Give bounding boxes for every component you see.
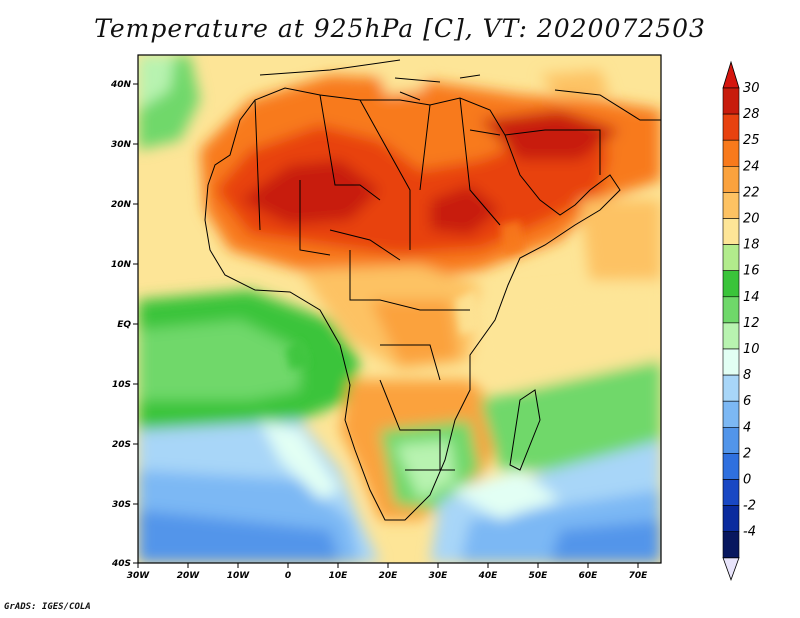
lat-label: 20S: [112, 440, 131, 450]
lon-label: 10W: [227, 571, 251, 581]
coastlines: [204, 59, 661, 521]
colorbar-label: 4: [743, 420, 751, 435]
plot-frame: [137, 54, 662, 564]
lon-label: 10E: [329, 571, 349, 581]
colorbar-label: 10: [743, 342, 760, 357]
colorbar-segment: [722, 374, 740, 402]
latitude-axis: 40N 30N 20N 10N EQ 10S 20S 30S 40S: [110, 80, 138, 569]
colorbar-segment: [722, 244, 740, 272]
colorbar-label: 28: [743, 107, 760, 122]
colorbar-segment: [722, 139, 740, 167]
colorbar-label: -2: [743, 499, 756, 514]
lon-label: 20E: [379, 571, 399, 581]
colorbar-segment: [722, 505, 740, 533]
colorbar-top-arrow: [722, 60, 740, 89]
colorbar-segment: [722, 113, 740, 141]
longitude-axis: 30W 20W 10W 0 10E 20E 30E 40E 50E 60E 70E: [127, 563, 648, 581]
colorbar-segment: [722, 218, 740, 245]
colorbar-label: 22: [743, 185, 760, 200]
colorbar-label: 0: [743, 473, 751, 488]
colorbar-label: 2: [743, 446, 751, 461]
lon-label: 30W: [127, 571, 151, 581]
colorbar-label: 18: [743, 238, 760, 253]
lon-label: 30E: [429, 571, 449, 581]
colorbar-segment: [722, 400, 740, 428]
colorbar-label: -4: [743, 525, 756, 540]
colorbar-segment: [722, 479, 740, 506]
colorbar-label: 20: [743, 212, 760, 227]
colorbar-segment: [722, 270, 740, 298]
lon-label: 0: [285, 571, 291, 581]
colorbar-label: 25: [743, 133, 760, 148]
lat-label: 10S: [112, 380, 131, 390]
colorbar-label: 14: [743, 290, 760, 305]
colorbar-bottom-arrow: [722, 557, 740, 581]
colorbar-segment: [722, 87, 740, 115]
colorbar-segment: [722, 296, 740, 324]
lat-label: 40S: [111, 559, 131, 569]
lat-label: 30N: [111, 140, 132, 150]
colorbar-label: 6: [743, 394, 751, 409]
lat-label: EQ: [117, 320, 131, 330]
lon-label: 20W: [177, 571, 201, 581]
colorbar-segment: [722, 531, 740, 559]
colorbar-segment: [722, 426, 740, 454]
colorbar-label: 24: [743, 159, 760, 174]
colorbar-segment: [722, 166, 740, 193]
lat-label: 30S: [112, 500, 131, 510]
map-title: Temperature at 925hPa [C], VT: 202007250…: [94, 14, 706, 43]
colorbar-label: 12: [743, 316, 760, 331]
lon-label: 40E: [478, 571, 499, 581]
colorbar-segment: [722, 322, 740, 350]
lon-label: 50E: [529, 571, 549, 581]
lon-label: 70E: [629, 571, 649, 581]
colorbar-label: 30: [743, 81, 760, 96]
colorbar-label: 16: [743, 264, 760, 279]
lat-label: 40N: [110, 80, 132, 90]
colorbar-segment: [722, 192, 740, 219]
lat-label: 10N: [111, 260, 132, 270]
lon-label: 60E: [579, 571, 599, 581]
temperature-field: [138, 55, 661, 563]
grads-credit: GrADS: IGES/COLA: [4, 602, 91, 612]
colorbar-label: 8: [743, 368, 751, 383]
colorbar-segment: [722, 453, 740, 480]
lat-label: 20N: [111, 200, 132, 210]
colorbar-segment: [722, 348, 740, 376]
